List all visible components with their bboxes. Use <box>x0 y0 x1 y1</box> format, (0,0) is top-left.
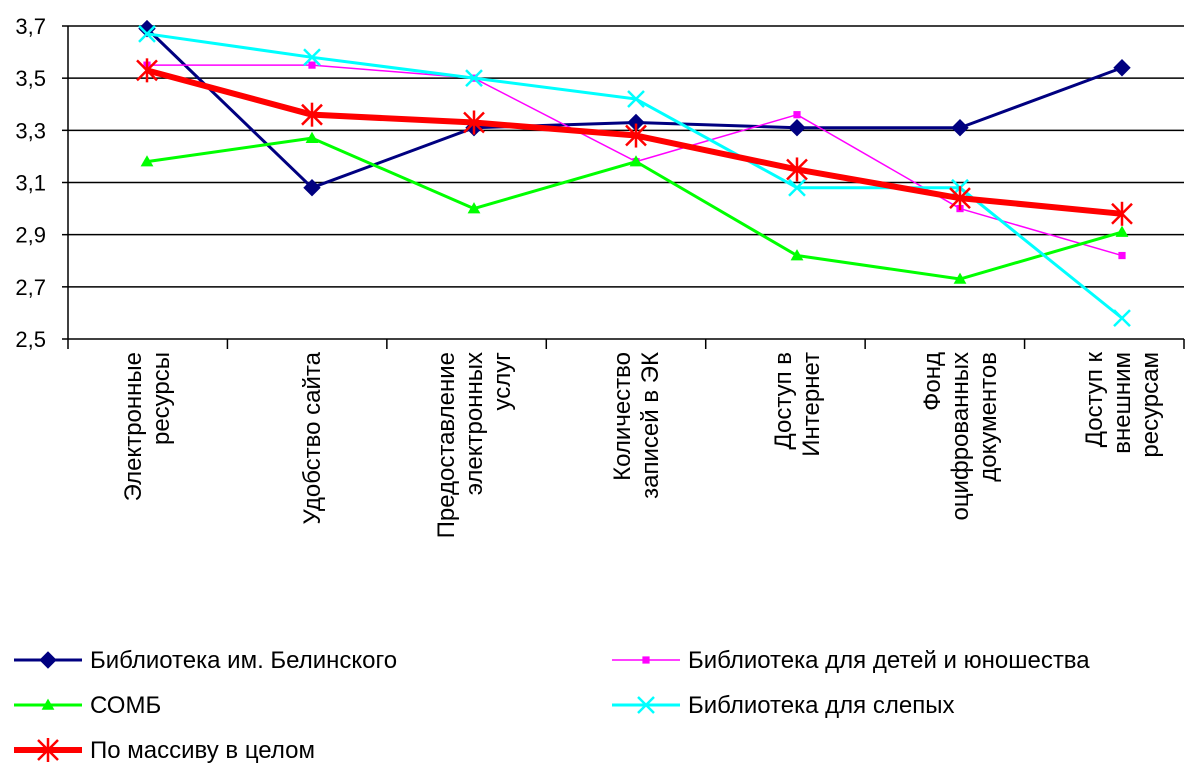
x-tick-label: Удобство сайта <box>299 351 326 524</box>
y-tick-label: 2,9 <box>15 223 46 248</box>
legend: Библиотека им. Белинского Библиотека для … <box>14 647 1090 764</box>
x-tick-label: Количество <box>609 352 636 481</box>
data-point-x <box>138 24 156 43</box>
data-point-diamond <box>39 651 57 669</box>
data-point-star <box>301 102 323 127</box>
data-point-x <box>637 696 655 714</box>
x-stroke <box>303 48 321 67</box>
y-tick-label: 3,5 <box>15 66 46 91</box>
x-axis-labels: Электронные ресурсы Удобство сайта Предоста… <box>120 351 1164 538</box>
x-stroke <box>1113 309 1131 328</box>
data-point-x <box>627 90 645 108</box>
data-point-x <box>788 178 806 197</box>
legend-item: Библиотека для слепых <box>612 692 954 719</box>
data-point-diamond <box>788 119 806 137</box>
y-tick-label: 2,7 <box>15 275 46 300</box>
data-point-triangle <box>41 698 55 710</box>
series-3 <box>140 131 1129 284</box>
data-point-star <box>1111 201 1133 226</box>
data-point-diamond <box>1113 59 1131 77</box>
data-point-x <box>303 48 321 67</box>
x-axis-ticks <box>67 339 1185 349</box>
data-point-square <box>1118 251 1126 260</box>
x-tick-label: Интернет <box>798 352 825 457</box>
legend-item: По массиву в целом <box>14 737 315 764</box>
data-point-square <box>642 656 650 664</box>
x-tick-label: Доступ к <box>1081 352 1108 448</box>
x-tick-label: ресурсам <box>1137 352 1164 458</box>
x-tick-label: Доступ в <box>770 352 797 450</box>
data-point-diamond <box>138 19 156 38</box>
legend-item: Библиотека для детей и юношества <box>612 647 1090 674</box>
x-tick-label: Фонд <box>919 352 946 411</box>
data-point-triangle <box>467 202 481 214</box>
y-tick-label: 3,3 <box>15 118 46 143</box>
series-5 <box>136 58 1133 226</box>
data-point-triangle <box>1115 225 1129 237</box>
x-tick-label: записей в ЭК <box>637 352 664 499</box>
legend-label: По массиву в целом <box>90 737 315 764</box>
data-point-star <box>786 157 808 182</box>
data-point-triangle <box>305 131 319 143</box>
legend-label: СОМБ <box>90 692 161 719</box>
x-tick-label: услуг <box>489 352 516 411</box>
legend-item: Библиотека им. Белинского <box>14 647 397 674</box>
data-point-star <box>949 186 971 211</box>
x-tick-label: оцифрованных <box>947 352 974 521</box>
y-tick-label: 3,1 <box>15 171 46 196</box>
y-axis-ticks: 2,5 2,7 2,9 3,1 3,3 3,5 3,7 <box>15 14 68 352</box>
x-tick-label: внешним <box>1109 352 1136 454</box>
legend-item: СОМБ <box>14 692 161 719</box>
data-point-triangle <box>140 155 154 167</box>
data-point-x <box>1113 309 1131 328</box>
data-point-triangle <box>790 249 804 261</box>
data-point-star <box>463 110 485 135</box>
x-stroke <box>465 69 483 88</box>
data-point-triangle <box>953 272 967 284</box>
data-point-star <box>136 58 158 83</box>
data-point-diamond <box>951 119 969 137</box>
data-point-star <box>37 738 59 762</box>
x-stroke <box>627 90 645 108</box>
x-tick-label: Предоставление <box>433 352 460 538</box>
y-tick-label: 3,7 <box>15 14 46 39</box>
x-stroke <box>637 696 655 714</box>
data-point-square <box>308 61 316 69</box>
x-tick-label: ресурсы <box>148 352 175 445</box>
x-tick-label: электронных <box>461 352 488 495</box>
data-point-star <box>625 123 647 148</box>
x-tick-label: документов <box>975 352 1002 482</box>
data-point-triangle <box>629 155 643 167</box>
x-stroke <box>788 178 806 197</box>
data-point-x <box>465 69 483 88</box>
legend-label: Библиотека для детей и юношества <box>688 647 1090 674</box>
legend-label: Библиотека им. Белинского <box>90 647 397 674</box>
x-stroke <box>138 24 156 43</box>
data-point-diamond <box>303 179 321 197</box>
legend-label: Библиотека для слепых <box>688 692 954 719</box>
data-point-square <box>793 111 801 119</box>
series-4 <box>138 24 1131 328</box>
y-tick-label: 2,5 <box>15 327 46 352</box>
x-tick-label: Электронные <box>120 352 147 501</box>
